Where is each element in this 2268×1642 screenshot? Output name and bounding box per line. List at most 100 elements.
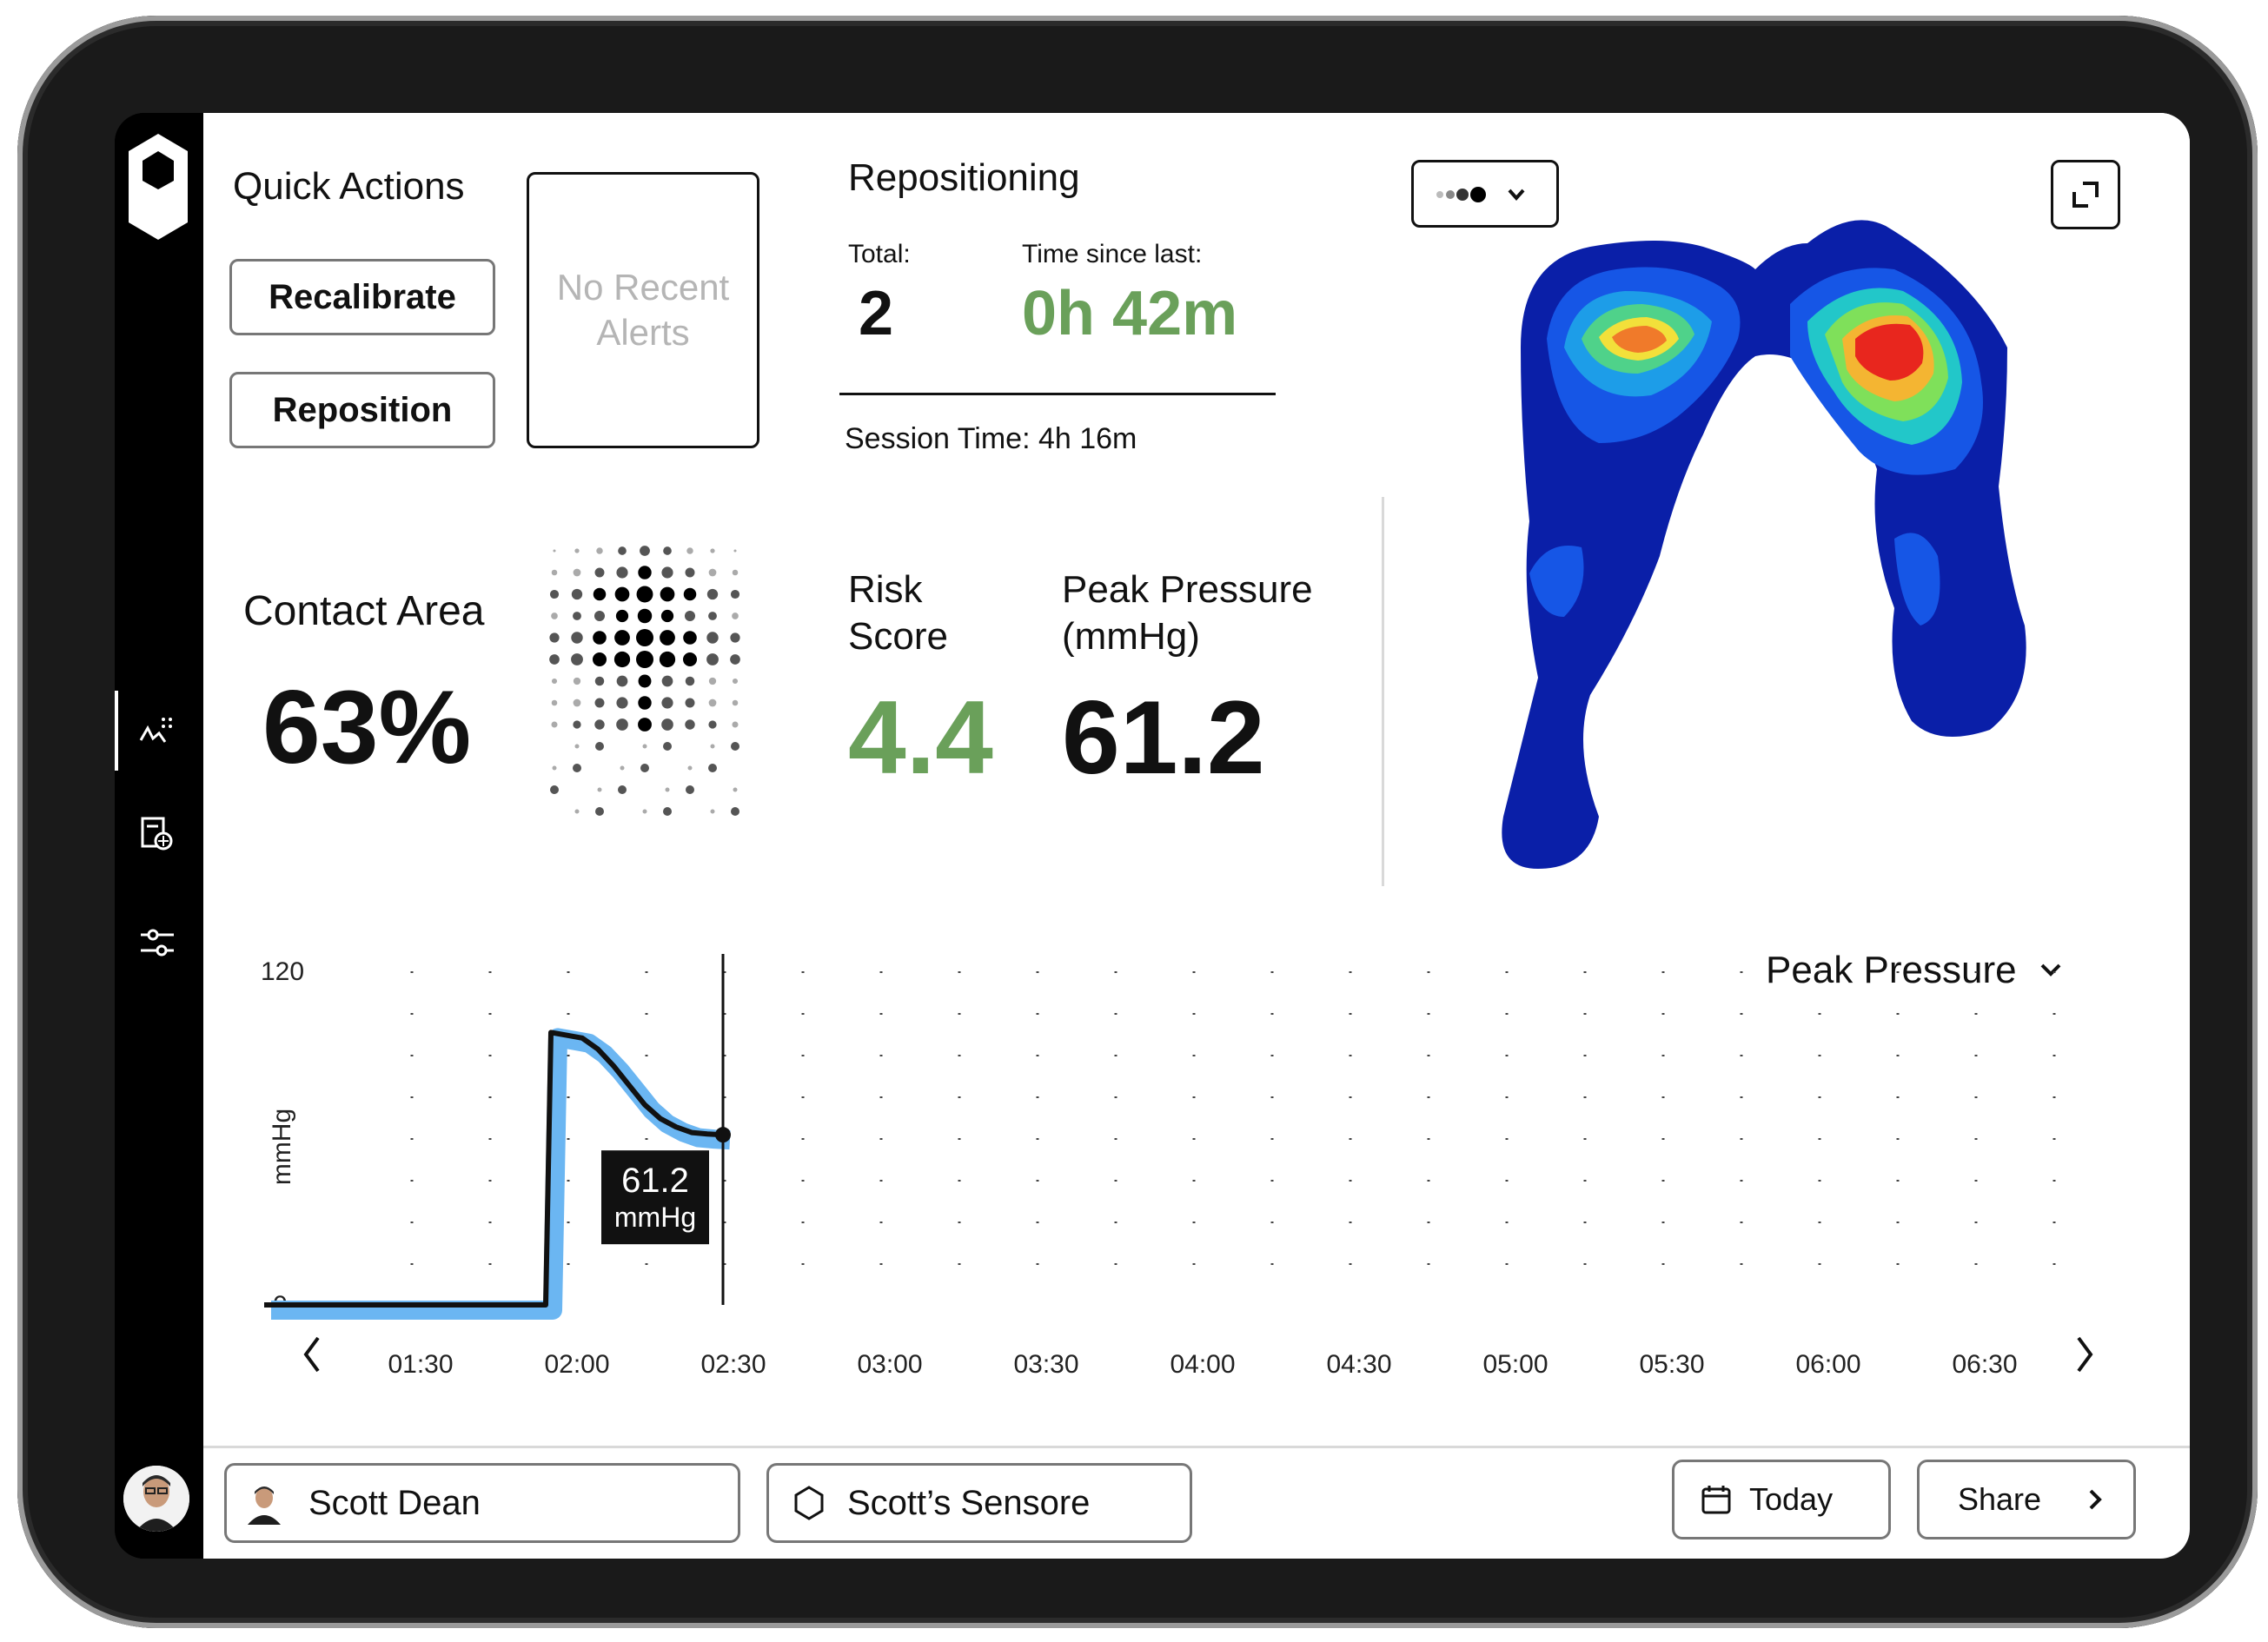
time-since-value: 0h 42m: [1022, 279, 1238, 348]
contact-dot: [708, 699, 717, 707]
contact-dot: [706, 588, 719, 600]
contact-dot: [706, 632, 719, 644]
expand-button[interactable]: [2051, 160, 2120, 229]
chart-prev-arrow-icon[interactable]: [299, 1333, 325, 1376]
contact-dot: [637, 608, 653, 624]
risk-card: Risk Score 4.4 Peak Pressure (mmHg) 61.2: [792, 497, 1384, 889]
contact-dot: [710, 744, 715, 749]
peak-label-line-2: (mmHg): [1062, 615, 1200, 658]
x-tick-label: 02:00: [544, 1350, 609, 1379]
contact-dot: [620, 765, 625, 771]
contact-dot: [573, 568, 581, 577]
contact-dot: [708, 612, 717, 620]
peak-pressure-label: Peak Pressure (mmHg): [1062, 566, 1313, 660]
contact-dot: [616, 718, 628, 731]
contact-dot: [663, 742, 672, 751]
y-tick-label: 120: [261, 957, 304, 986]
pressure-map-card: [1382, 113, 2190, 889]
metric-dropdown[interactable]: Peak Pressure: [1766, 949, 2062, 992]
hexagon-sensor-icon: [794, 1486, 824, 1520]
patient-name: Scott Dean: [308, 1483, 481, 1522]
chart-card: Peak Pressure 120 0 mmHg 01:30 02:00 02:30 03:…: [203, 886, 2190, 1448]
app-logo-icon[interactable]: [125, 132, 191, 242]
reposition-button[interactable]: Reposition: [229, 372, 495, 448]
recalibrate-button[interactable]: Recalibrate: [229, 259, 495, 335]
user-avatar[interactable]: [123, 1466, 189, 1532]
contact-dot: [730, 589, 740, 599]
nav-settings-sliders-icon[interactable]: [136, 921, 179, 964]
cursor-point[interactable]: [715, 1127, 731, 1143]
contact-dot: [616, 566, 628, 579]
contact-dot: [731, 807, 739, 816]
contact-dot: [594, 698, 605, 708]
repositioning-title: Repositioning: [848, 156, 1080, 199]
nav-report-icon[interactable]: [136, 813, 179, 857]
contact-dot: [636, 629, 653, 646]
contact-dot: [731, 742, 739, 751]
main-content: Quick Actions Recalibrate Reposition No …: [203, 113, 2190, 1559]
contact-dot: [595, 742, 604, 751]
contact-dot: [549, 632, 560, 643]
contact-dot: [661, 718, 673, 731]
contact-dot: [708, 720, 717, 729]
contact-dot: [551, 678, 558, 685]
contact-dot: [659, 651, 676, 668]
contact-dot: [616, 675, 628, 687]
patient-selector[interactable]: Scott Dean: [224, 1463, 740, 1543]
contact-dot: [682, 652, 698, 667]
peak-label-line-1: Peak Pressure: [1062, 568, 1313, 611]
contact-dot: [708, 568, 717, 577]
contact-dot: [573, 764, 581, 772]
contact-dot: [660, 609, 674, 623]
risk-label-line-1: Risk: [848, 568, 923, 611]
contact-dot: [732, 612, 739, 619]
view-mode-dropdown[interactable]: [1411, 160, 1559, 228]
contact-dot: [661, 566, 673, 579]
contact-dot: [710, 809, 715, 814]
contact-dot: [710, 548, 715, 553]
nav-monitor-icon[interactable]: [136, 709, 179, 752]
contact-dot: [685, 567, 695, 578]
contact-dot: [684, 610, 696, 622]
contact-dot: [660, 630, 675, 646]
patient-avatar-icon: [248, 1486, 281, 1525]
contact-dot: [552, 765, 557, 771]
contact-dot: [574, 744, 580, 749]
x-tick-label: 03:00: [857, 1350, 922, 1379]
contact-dot: [549, 589, 560, 599]
contact-dot: [685, 698, 695, 708]
contact-dot: [730, 632, 740, 643]
contact-dot: [663, 807, 672, 816]
sidebar: [115, 113, 202, 1559]
contact-dot: [549, 654, 560, 665]
divider: [839, 393, 1276, 395]
contact-dot-grid: [549, 546, 740, 816]
contact-dot: [613, 651, 631, 668]
contact-dot: [616, 697, 628, 709]
share-button[interactable]: Share: [1917, 1460, 2136, 1539]
contact-dot: [638, 566, 652, 579]
contact-dot: [686, 547, 693, 554]
contact-dot: [732, 569, 739, 576]
contact-dot: [733, 787, 738, 792]
contact-dot: [573, 720, 581, 729]
contact-dot: [685, 676, 695, 686]
chart-next-arrow-icon[interactable]: [2072, 1333, 2098, 1376]
contact-dot: [550, 785, 559, 794]
contact-dot: [733, 549, 737, 553]
contact-dot: [574, 548, 580, 553]
date-picker-button[interactable]: Today: [1672, 1460, 1891, 1539]
contact-dot: [615, 609, 629, 623]
total-value: 2: [859, 279, 894, 348]
x-tick-label: 02:30: [700, 1350, 766, 1379]
contact-dot: [686, 785, 694, 794]
quick-actions-title: Quick Actions: [233, 165, 465, 208]
calendar-icon: [1701, 1486, 1731, 1514]
dots-chevron-icon: [1436, 187, 1525, 202]
risk-score-label: Risk Score: [848, 566, 948, 660]
contact-dot: [661, 675, 673, 687]
metric-dropdown-label: Peak Pressure: [1766, 949, 2017, 991]
contact-dot: [594, 567, 605, 578]
contact-dot: [594, 610, 606, 622]
sensor-selector[interactable]: Scott’s Sensore: [766, 1463, 1192, 1543]
